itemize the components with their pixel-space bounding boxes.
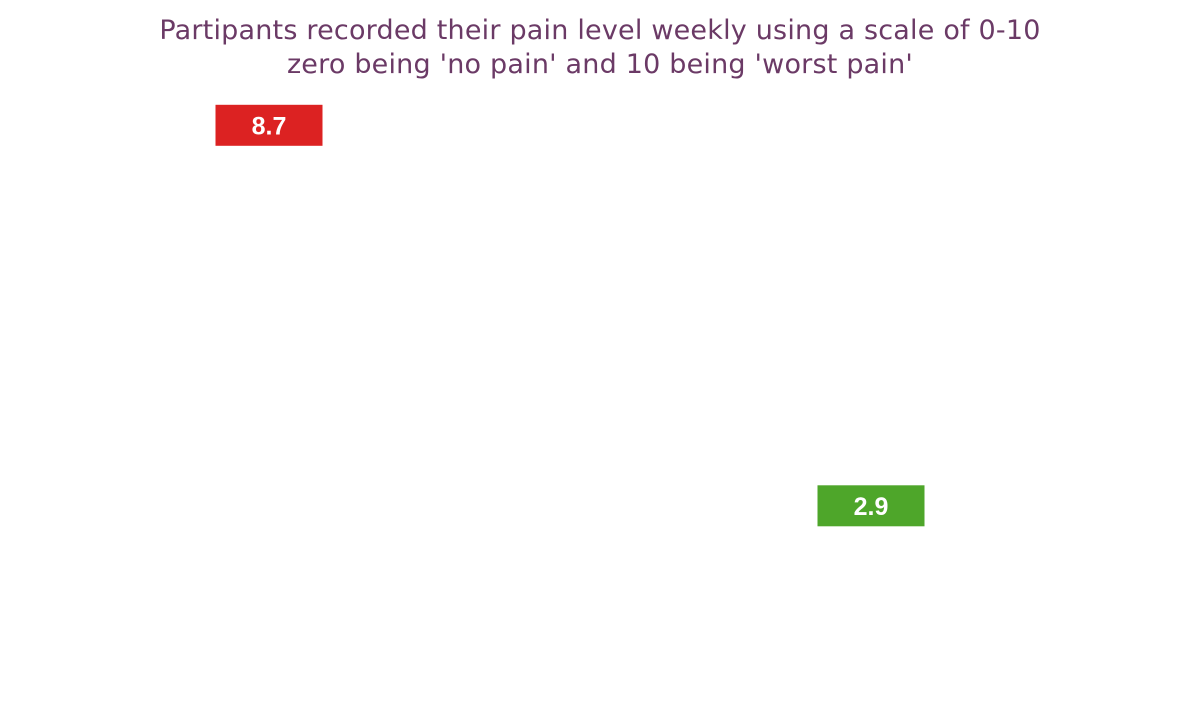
data-point-2: 2.9	[817, 485, 925, 527]
chart-title-line-1: Partipants recorded their pain level wee…	[159, 15, 1041, 46]
data-label: 2.9	[854, 493, 889, 521]
data-label: 8.7	[252, 112, 287, 140]
chart-title: Partipants recorded their pain level wee…	[0, 14, 1200, 82]
data-point-marker	[817, 485, 925, 527]
data-point-1: 8.7	[215, 104, 323, 146]
data-point-marker	[215, 104, 323, 146]
chart-title-line-2: zero being 'no pain' and 10 being 'worst…	[286, 49, 914, 80]
